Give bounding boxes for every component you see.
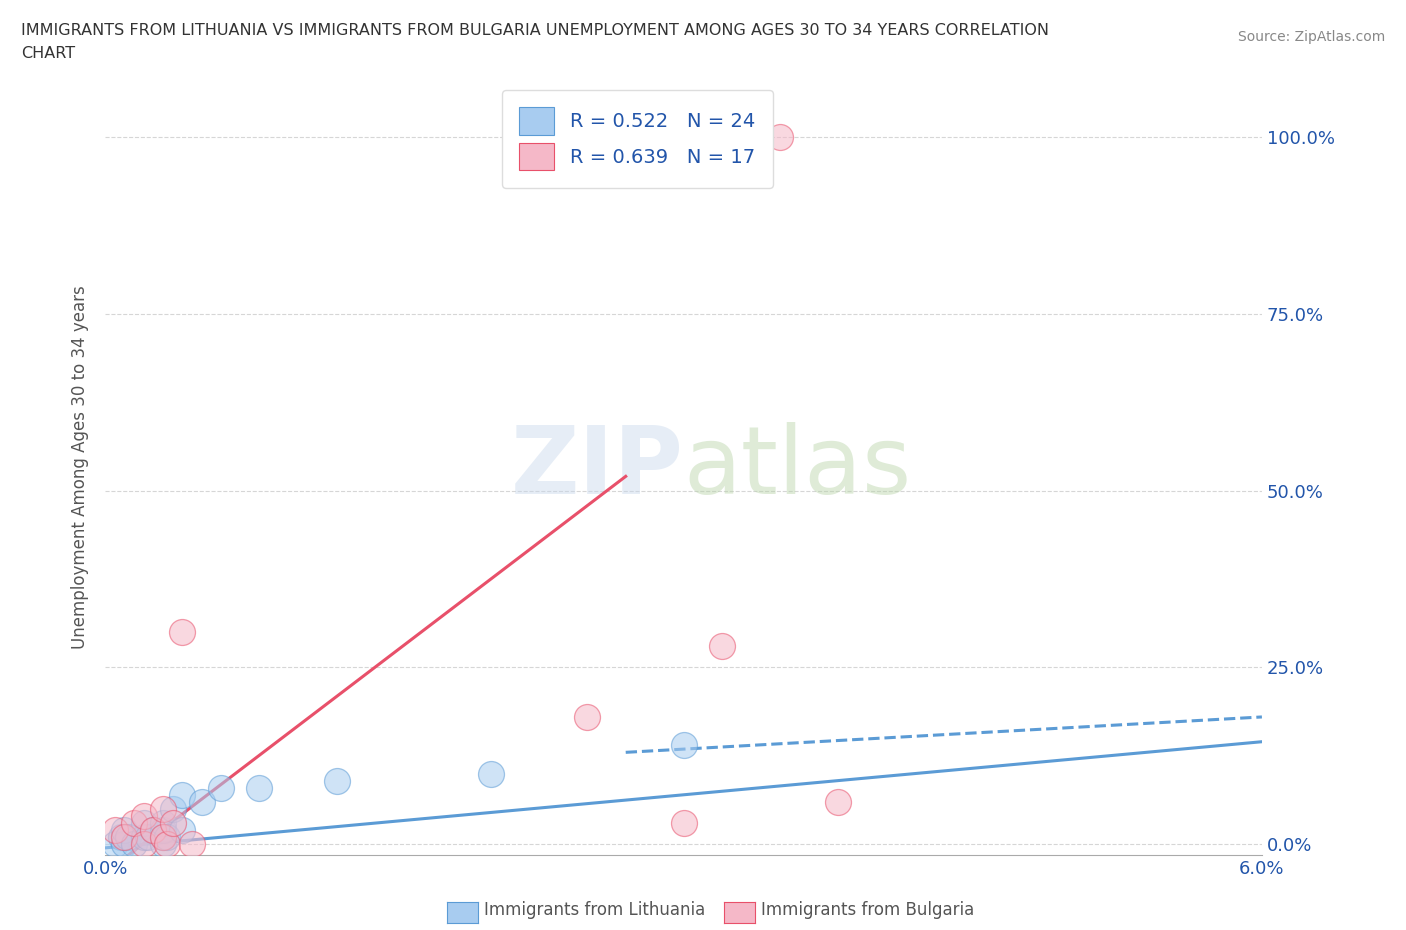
Point <box>156 830 179 844</box>
Point <box>114 823 136 838</box>
Point <box>209 780 232 795</box>
Point <box>576 710 599 724</box>
Point <box>152 816 174 830</box>
Text: Source: ZipAtlas.com: Source: ZipAtlas.com <box>1237 30 1385 44</box>
Point <box>142 823 165 838</box>
Point <box>249 780 271 795</box>
Point <box>162 802 184 817</box>
Point <box>132 816 155 830</box>
Point <box>132 808 155 823</box>
Point <box>479 766 502 781</box>
Y-axis label: Unemployment Among Ages 30 to 34 years: Unemployment Among Ages 30 to 34 years <box>72 286 89 649</box>
Point <box>162 816 184 830</box>
Point <box>827 794 849 809</box>
Point <box>110 830 132 844</box>
Text: IMMIGRANTS FROM LITHUANIA VS IMMIGRANTS FROM BULGARIA UNEMPLOYMENT AMONG AGES 30: IMMIGRANTS FROM LITHUANIA VS IMMIGRANTS … <box>21 23 1049 38</box>
Point <box>114 830 136 844</box>
Legend: R = 0.522   N = 24, R = 0.639   N = 17: R = 0.522 N = 24, R = 0.639 N = 17 <box>502 90 773 188</box>
Point <box>711 639 734 654</box>
Point <box>104 837 127 852</box>
Point <box>172 823 194 838</box>
Point <box>672 737 695 752</box>
Text: ZIP: ZIP <box>510 421 683 513</box>
Point <box>172 625 194 640</box>
Point <box>104 823 127 838</box>
Point <box>172 788 194 803</box>
Text: atlas: atlas <box>683 421 912 513</box>
Point <box>152 837 174 852</box>
Point <box>325 773 347 788</box>
Point <box>190 794 212 809</box>
Point <box>152 830 174 844</box>
Point <box>152 823 174 838</box>
Point <box>122 837 145 852</box>
Point <box>132 830 155 844</box>
Point <box>769 129 792 144</box>
Point <box>152 802 174 817</box>
Text: Immigrants from Lithuania: Immigrants from Lithuania <box>484 900 704 919</box>
Point <box>117 830 139 844</box>
Point <box>152 830 174 844</box>
Text: Immigrants from Bulgaria: Immigrants from Bulgaria <box>761 900 974 919</box>
Point <box>156 837 179 852</box>
Text: CHART: CHART <box>21 46 75 61</box>
Point <box>672 816 695 830</box>
Point <box>136 830 159 844</box>
Point <box>142 823 165 838</box>
Point <box>122 816 145 830</box>
Point <box>132 837 155 852</box>
Point <box>114 837 136 852</box>
Point <box>181 837 204 852</box>
